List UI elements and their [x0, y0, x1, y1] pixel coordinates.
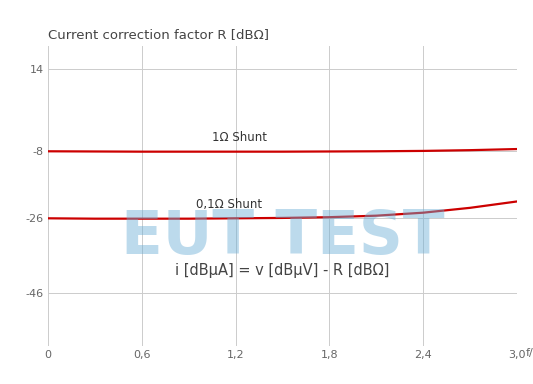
Text: 0,1Ω Shunt: 0,1Ω Shunt [197, 198, 263, 211]
Text: 1Ω Shunt: 1Ω Shunt [212, 131, 267, 144]
Text: f/GHz: f/GHz [526, 348, 533, 358]
Text: i [dBμA] = v [dBμV] - R [dBΩ]: i [dBμA] = v [dBμV] - R [dBΩ] [175, 263, 390, 278]
Text: Current correction factor R [dBΩ]: Current correction factor R [dBΩ] [48, 28, 269, 41]
Text: EUT TEST: EUT TEST [120, 207, 445, 266]
